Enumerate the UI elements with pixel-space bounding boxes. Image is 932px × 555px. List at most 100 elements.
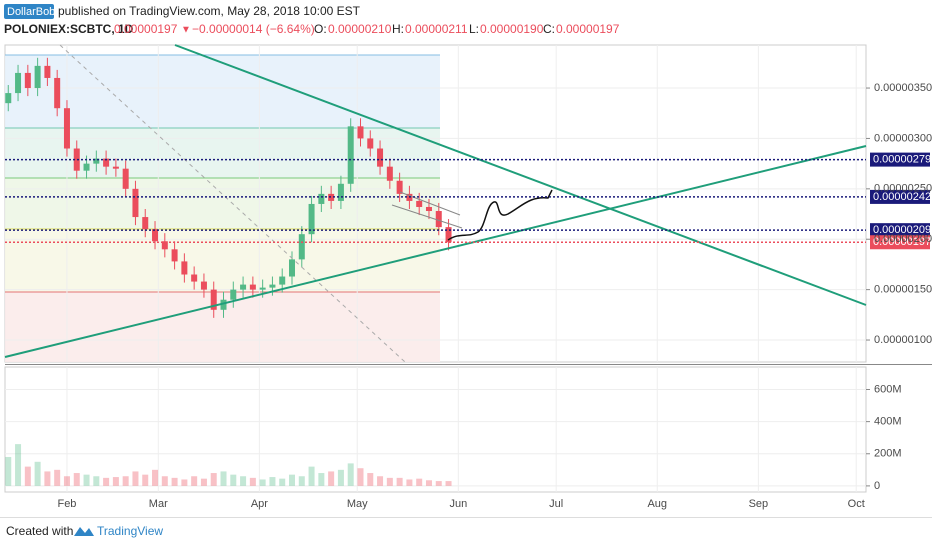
volume-bar: [435, 481, 442, 486]
volume-bar: [54, 469, 61, 486]
volume-bar: [24, 466, 31, 486]
candle-body: [54, 77, 61, 109]
candle-body: [93, 158, 100, 164]
candle-body: [396, 180, 403, 194]
x-tick-label: Aug: [647, 498, 667, 510]
candle-body: [15, 72, 22, 94]
level-label: 0.00000279: [873, 154, 931, 166]
volume-bar: [152, 469, 159, 486]
author: DollarBob: [7, 6, 55, 18]
level-label: 0.00000197: [873, 236, 931, 248]
candle-body: [220, 299, 227, 310]
level-tag: [870, 223, 930, 238]
volume-bar: [416, 478, 423, 486]
volume-bar: [83, 474, 90, 486]
volume-bar: [200, 478, 207, 486]
volume-bar: [279, 478, 286, 486]
candle-body: [103, 158, 110, 167]
volume-bar: [357, 468, 364, 486]
candle-body: [161, 241, 168, 250]
y-tick-label: 0.00000250: [874, 183, 932, 195]
candle-body: [34, 65, 41, 89]
x-tick-label: Feb: [57, 498, 76, 510]
last-price: 0.00000197: [114, 22, 178, 36]
level-tag: [870, 235, 930, 250]
candle-body: [83, 163, 90, 171]
x-tick-label: Oct: [848, 498, 865, 510]
volume-bar: [347, 463, 354, 486]
y-tick-label: 0: [874, 480, 880, 492]
level-label: 0.00000242: [873, 191, 931, 203]
volume-bar: [377, 476, 384, 486]
candle-body: [259, 287, 266, 290]
change-arrow: ▼: [181, 25, 191, 36]
candle-body: [73, 148, 80, 171]
volume-bar: [161, 476, 168, 486]
created-with: Created with: [6, 524, 73, 538]
volume-bar: [210, 473, 217, 486]
candle-body: [367, 138, 374, 149]
volume-bar: [103, 477, 110, 486]
volume-bar: [249, 477, 256, 486]
candle-body: [249, 284, 256, 290]
candle-body: [171, 249, 178, 262]
volume-bar: [112, 477, 119, 486]
volume-bar: [240, 476, 247, 486]
candle-body: [152, 229, 159, 242]
x-tick-label: Mar: [149, 498, 168, 510]
y-tick-label: 400M: [874, 416, 902, 428]
volume-bar: [230, 474, 237, 486]
volume-bar: [298, 476, 305, 486]
volume-bar: [367, 473, 374, 486]
volume-bar: [73, 473, 80, 486]
band: [5, 128, 440, 178]
volume-bar: [181, 479, 188, 486]
candle-body: [181, 261, 188, 275]
volume-bar: [406, 479, 413, 486]
close-label: C:: [543, 22, 555, 36]
retracement-bands: [5, 54, 440, 362]
candle-body: [132, 188, 139, 218]
volume-bar: [34, 461, 41, 486]
volume-bar: [445, 481, 452, 486]
level-label: 0.00000209: [873, 224, 931, 236]
y-tick-label: 0.00000100: [874, 334, 932, 346]
open-label: O:: [314, 22, 327, 36]
band: [5, 229, 440, 292]
volume-bar: [93, 476, 100, 486]
volume-bar: [142, 474, 149, 486]
y-tick-label: 0.00000150: [874, 284, 932, 296]
band: [5, 55, 440, 128]
candle-body: [112, 166, 119, 169]
drawings: [4, 44, 867, 363]
volume-bar: [308, 466, 315, 486]
candle-body: [44, 65, 51, 78]
candle-body: [191, 274, 198, 282]
level-tag: [870, 152, 930, 167]
volume-panel: [4, 366, 867, 493]
candle-body: [200, 281, 207, 290]
x-tick-label: Jul: [549, 498, 563, 510]
candle-body: [425, 206, 432, 212]
candle-body: [357, 126, 364, 139]
candle-body: [435, 211, 442, 228]
volume-bar: [132, 471, 139, 486]
y-tick-label: 200M: [874, 448, 902, 460]
candle-body: [328, 193, 335, 201]
dashed-trendline: [59, 44, 406, 363]
volume-bar: [386, 477, 393, 486]
volume-bar: [396, 477, 403, 486]
channel: [391, 191, 463, 229]
candle-body: [269, 284, 276, 288]
candle-body: [63, 108, 70, 149]
projection-sketch: [447, 189, 553, 241]
candle-body: [445, 227, 452, 243]
x-tick-label: Jun: [449, 498, 467, 510]
volume-bar: [220, 471, 227, 486]
y-tick-label: 0.00000300: [874, 132, 932, 144]
y-tick-label: 0.00000200: [874, 233, 932, 245]
volume-bar: [191, 476, 198, 486]
volume-bar: [318, 473, 325, 486]
volume-bar: [289, 474, 295, 486]
volume-bar: [122, 476, 129, 486]
